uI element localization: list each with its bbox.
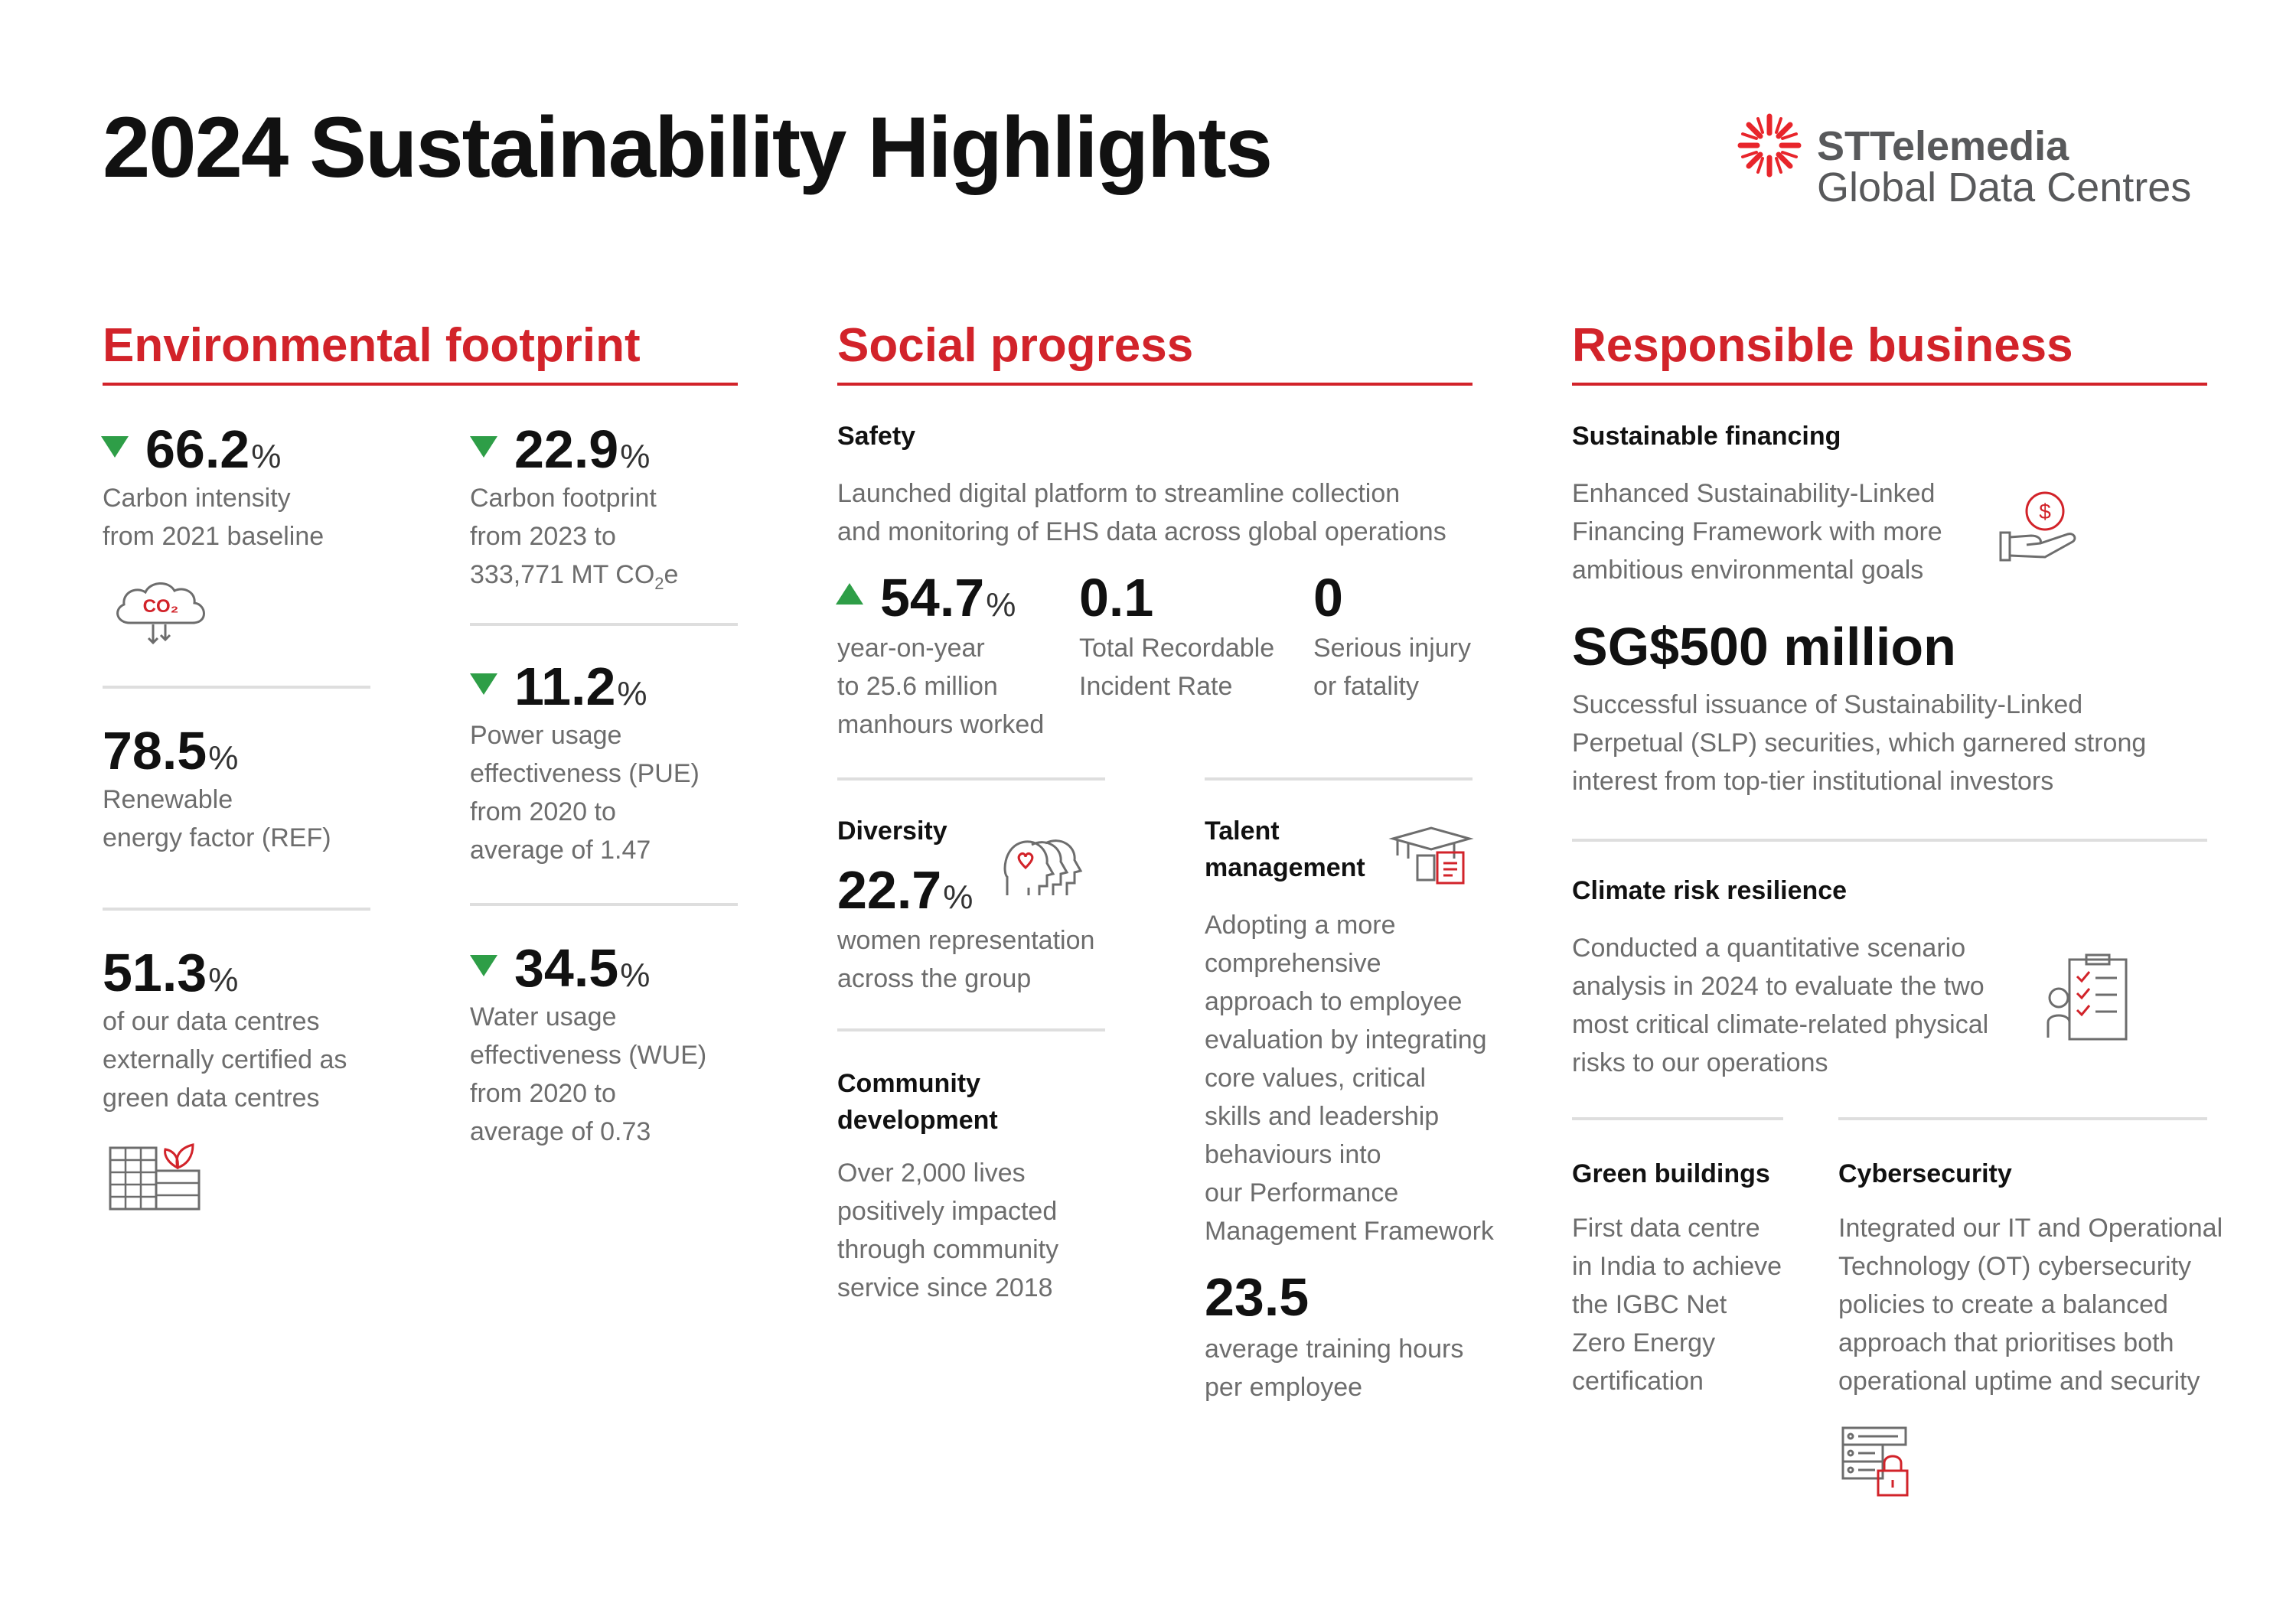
svg-text:CO₂: CO₂	[143, 596, 179, 617]
divider	[1572, 1117, 1783, 1120]
divider	[103, 686, 370, 689]
increase-arrow-icon	[836, 583, 863, 605]
diversity-heading: Diversity	[837, 816, 947, 846]
divider	[1205, 777, 1473, 781]
renewable-desc: Renewable energy factor (REF)	[103, 785, 331, 852]
diversity-desc: women representation across the group	[837, 926, 1095, 993]
responsible-title-rule	[1572, 383, 2207, 386]
manhours-desc: year-on-year to 25.6 million manhours wo…	[837, 634, 1045, 739]
cybersecurity-heading: Cybersecurity	[1838, 1159, 2012, 1188]
community-heading: Community development	[837, 1069, 998, 1135]
certified-desc: of our data centres externally certified…	[103, 1007, 347, 1113]
talent-heading: Talent management	[1205, 816, 1365, 882]
community-desc: Over 2,000 lives positively impacted thr…	[837, 1159, 1059, 1302]
injury-stat: 0	[1313, 568, 1343, 627]
training-hours-desc: average training hours per employee	[1205, 1335, 1464, 1402]
carbon-intensity-desc: Carbon intensity from 2021 baseline	[103, 484, 325, 551]
divider	[1838, 1117, 2207, 1120]
divider	[837, 777, 1105, 781]
hand-coin-icon: $	[1999, 491, 2076, 562]
financing-desc: Enhanced Sustainability-Linked Financing…	[1572, 479, 1942, 585]
green-building-icon	[109, 1143, 201, 1211]
financing-heading: Sustainable financing	[1572, 422, 1841, 451]
decrease-arrow-icon	[470, 436, 497, 458]
divider	[103, 908, 370, 911]
training-hours-stat: 23.5	[1205, 1267, 1309, 1327]
checklist-person-icon	[2047, 953, 2128, 1041]
diversity-stat: 22.7%	[837, 860, 974, 920]
carbon-footprint-stat: 22.9%	[514, 419, 651, 479]
climate-heading: Climate risk resilience	[1572, 876, 1848, 905]
carbon-footprint-desc: Carbon footprint from 2023 to 333,771 MT…	[470, 484, 679, 593]
svg-text:$: $	[2039, 500, 2051, 523]
climate-desc: Conducted a quantitative scenario analys…	[1572, 934, 1989, 1077]
social-section-title: Social progress	[837, 319, 1194, 372]
wue-stat: 34.5%	[514, 938, 651, 998]
green-buildings-heading: Green buildings	[1572, 1159, 1770, 1188]
manhours-stat: 54.7%	[880, 568, 1016, 627]
divider	[837, 1028, 1105, 1031]
co2-cloud-icon: CO₂	[116, 582, 205, 645]
environmental-title-rule	[103, 383, 738, 386]
server-lock-icon	[1841, 1426, 1909, 1497]
cybersecurity-desc: Integrated our IT and Operational Techno…	[1838, 1214, 2223, 1396]
social-title-rule	[837, 383, 1473, 386]
decrease-arrow-icon	[470, 673, 497, 695]
trir-stat: 0.1	[1079, 568, 1154, 627]
financing-amount-stat: SG$500 million	[1572, 617, 1956, 676]
pue-stat: 11.2%	[514, 657, 647, 716]
safety-desc: Launched digital platform to streamline …	[837, 479, 1446, 546]
divider	[470, 903, 738, 906]
page-title: 2024 Sustainability Highlights	[103, 99, 1273, 195]
logo-subtitle: Global Data Centres	[1817, 165, 2192, 210]
pue-desc: Power usage effectiveness (PUE) from 202…	[470, 721, 700, 865]
safety-heading: Safety	[837, 422, 916, 451]
graduation-cap-icon	[1388, 826, 1474, 885]
decrease-arrow-icon	[101, 436, 129, 458]
green-buildings-desc: First data centre in India to achieve th…	[1572, 1214, 1782, 1396]
wue-desc: Water usage effectiveness (WUE) from 202…	[470, 1002, 707, 1146]
injury-desc: Serious injury or fatality	[1313, 634, 1471, 701]
financing-amount-desc: Successful issuance of Sustainability-Li…	[1572, 690, 2147, 796]
environmental-section-title: Environmental footprint	[103, 319, 641, 372]
logo-starburst-icon	[1737, 113, 1802, 178]
renewable-stat: 78.5%	[103, 721, 239, 781]
decrease-arrow-icon	[470, 955, 497, 976]
divider	[470, 623, 738, 626]
people-heart-icon	[1003, 839, 1083, 895]
responsible-section-title: Responsible business	[1572, 319, 2073, 372]
talent-desc: Adopting a more comprehensive approach t…	[1205, 911, 1494, 1246]
certified-stat: 51.3%	[103, 943, 239, 1002]
trir-desc: Total Recordable Incident Rate	[1079, 634, 1275, 701]
logo-wordmark: STTelemedia	[1817, 123, 2069, 169]
carbon-intensity-stat: 66.2%	[145, 419, 282, 479]
divider	[1572, 839, 2207, 842]
